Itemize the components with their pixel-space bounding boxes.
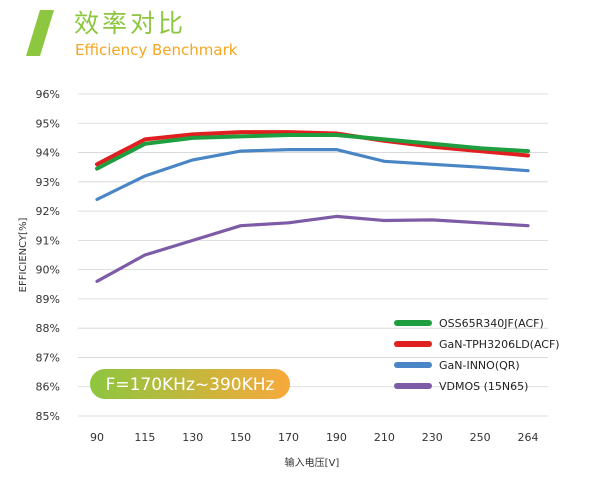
x-tick-label: 190 (326, 431, 347, 444)
y-tick-label: 87% (36, 351, 60, 364)
x-tick-label: 115 (134, 431, 155, 444)
x-axis-label: 输入电压[V] (285, 456, 340, 469)
x-tick-label: 170 (278, 431, 299, 444)
y-tick-label: 96% (36, 88, 60, 101)
y-tick-label: 94% (36, 147, 60, 160)
y-tick-label: 95% (36, 117, 60, 130)
legend-label: GaN-INNO(QR) (439, 359, 520, 372)
x-tick-label: 90 (90, 431, 104, 444)
legend-label: GaN-TPH3206LD(ACF) (439, 338, 560, 351)
y-tick-label: 89% (36, 293, 60, 306)
series-lines (95, 130, 530, 283)
x-tick-label: 210 (374, 431, 395, 444)
page-title: 效率对比 (74, 9, 187, 38)
frequency-badge: F=170KHz~390KHz (90, 369, 290, 399)
legend-label: VDMOS (15N65) (439, 380, 528, 393)
header: 效率对比 Efficiency Benchmark (0, 0, 600, 70)
legend: OSS65R340JF(ACF) GaN-TPH3206LD(ACF) GaN-IN… (394, 317, 560, 393)
series-line-2 (95, 148, 530, 201)
y-tick-label: 88% (36, 322, 60, 335)
slash-logo-icon (26, 10, 54, 56)
y-tick-label: 93% (36, 176, 60, 189)
x-axis-ticks: 90 115 130 150 170 190 210 230 250 264 (90, 431, 539, 444)
x-tick-label: 264 (518, 431, 539, 444)
x-tick-label: 230 (422, 431, 443, 444)
y-tick-label: 92% (36, 205, 60, 218)
legend-label: OSS65R340JF(ACF) (439, 317, 544, 330)
x-tick-label: 250 (470, 431, 491, 444)
y-tick-label: 91% (36, 234, 60, 247)
x-tick-label: 150 (230, 431, 251, 444)
y-tick-label: 90% (36, 264, 60, 277)
x-tick-label: 130 (182, 431, 203, 444)
series-line-0 (95, 133, 530, 171)
y-tick-label: 85% (36, 410, 60, 423)
frequency-badge-text: F=170KHz~390KHz (106, 375, 275, 395)
y-axis-ticks: 85% 86% 87% 88% 89% 90% 91% 92% 93% 94% 95% 96% (36, 88, 60, 423)
series-line-3 (95, 214, 530, 283)
y-tick-label: 86% (36, 381, 60, 394)
series-line-1 (95, 130, 530, 167)
frequency-badge-background (90, 369, 290, 399)
y-axis-label: EFFICIENCY[%] (18, 218, 29, 293)
chart-grid (78, 93, 548, 417)
page-subtitle: Efficiency Benchmark (75, 41, 238, 59)
